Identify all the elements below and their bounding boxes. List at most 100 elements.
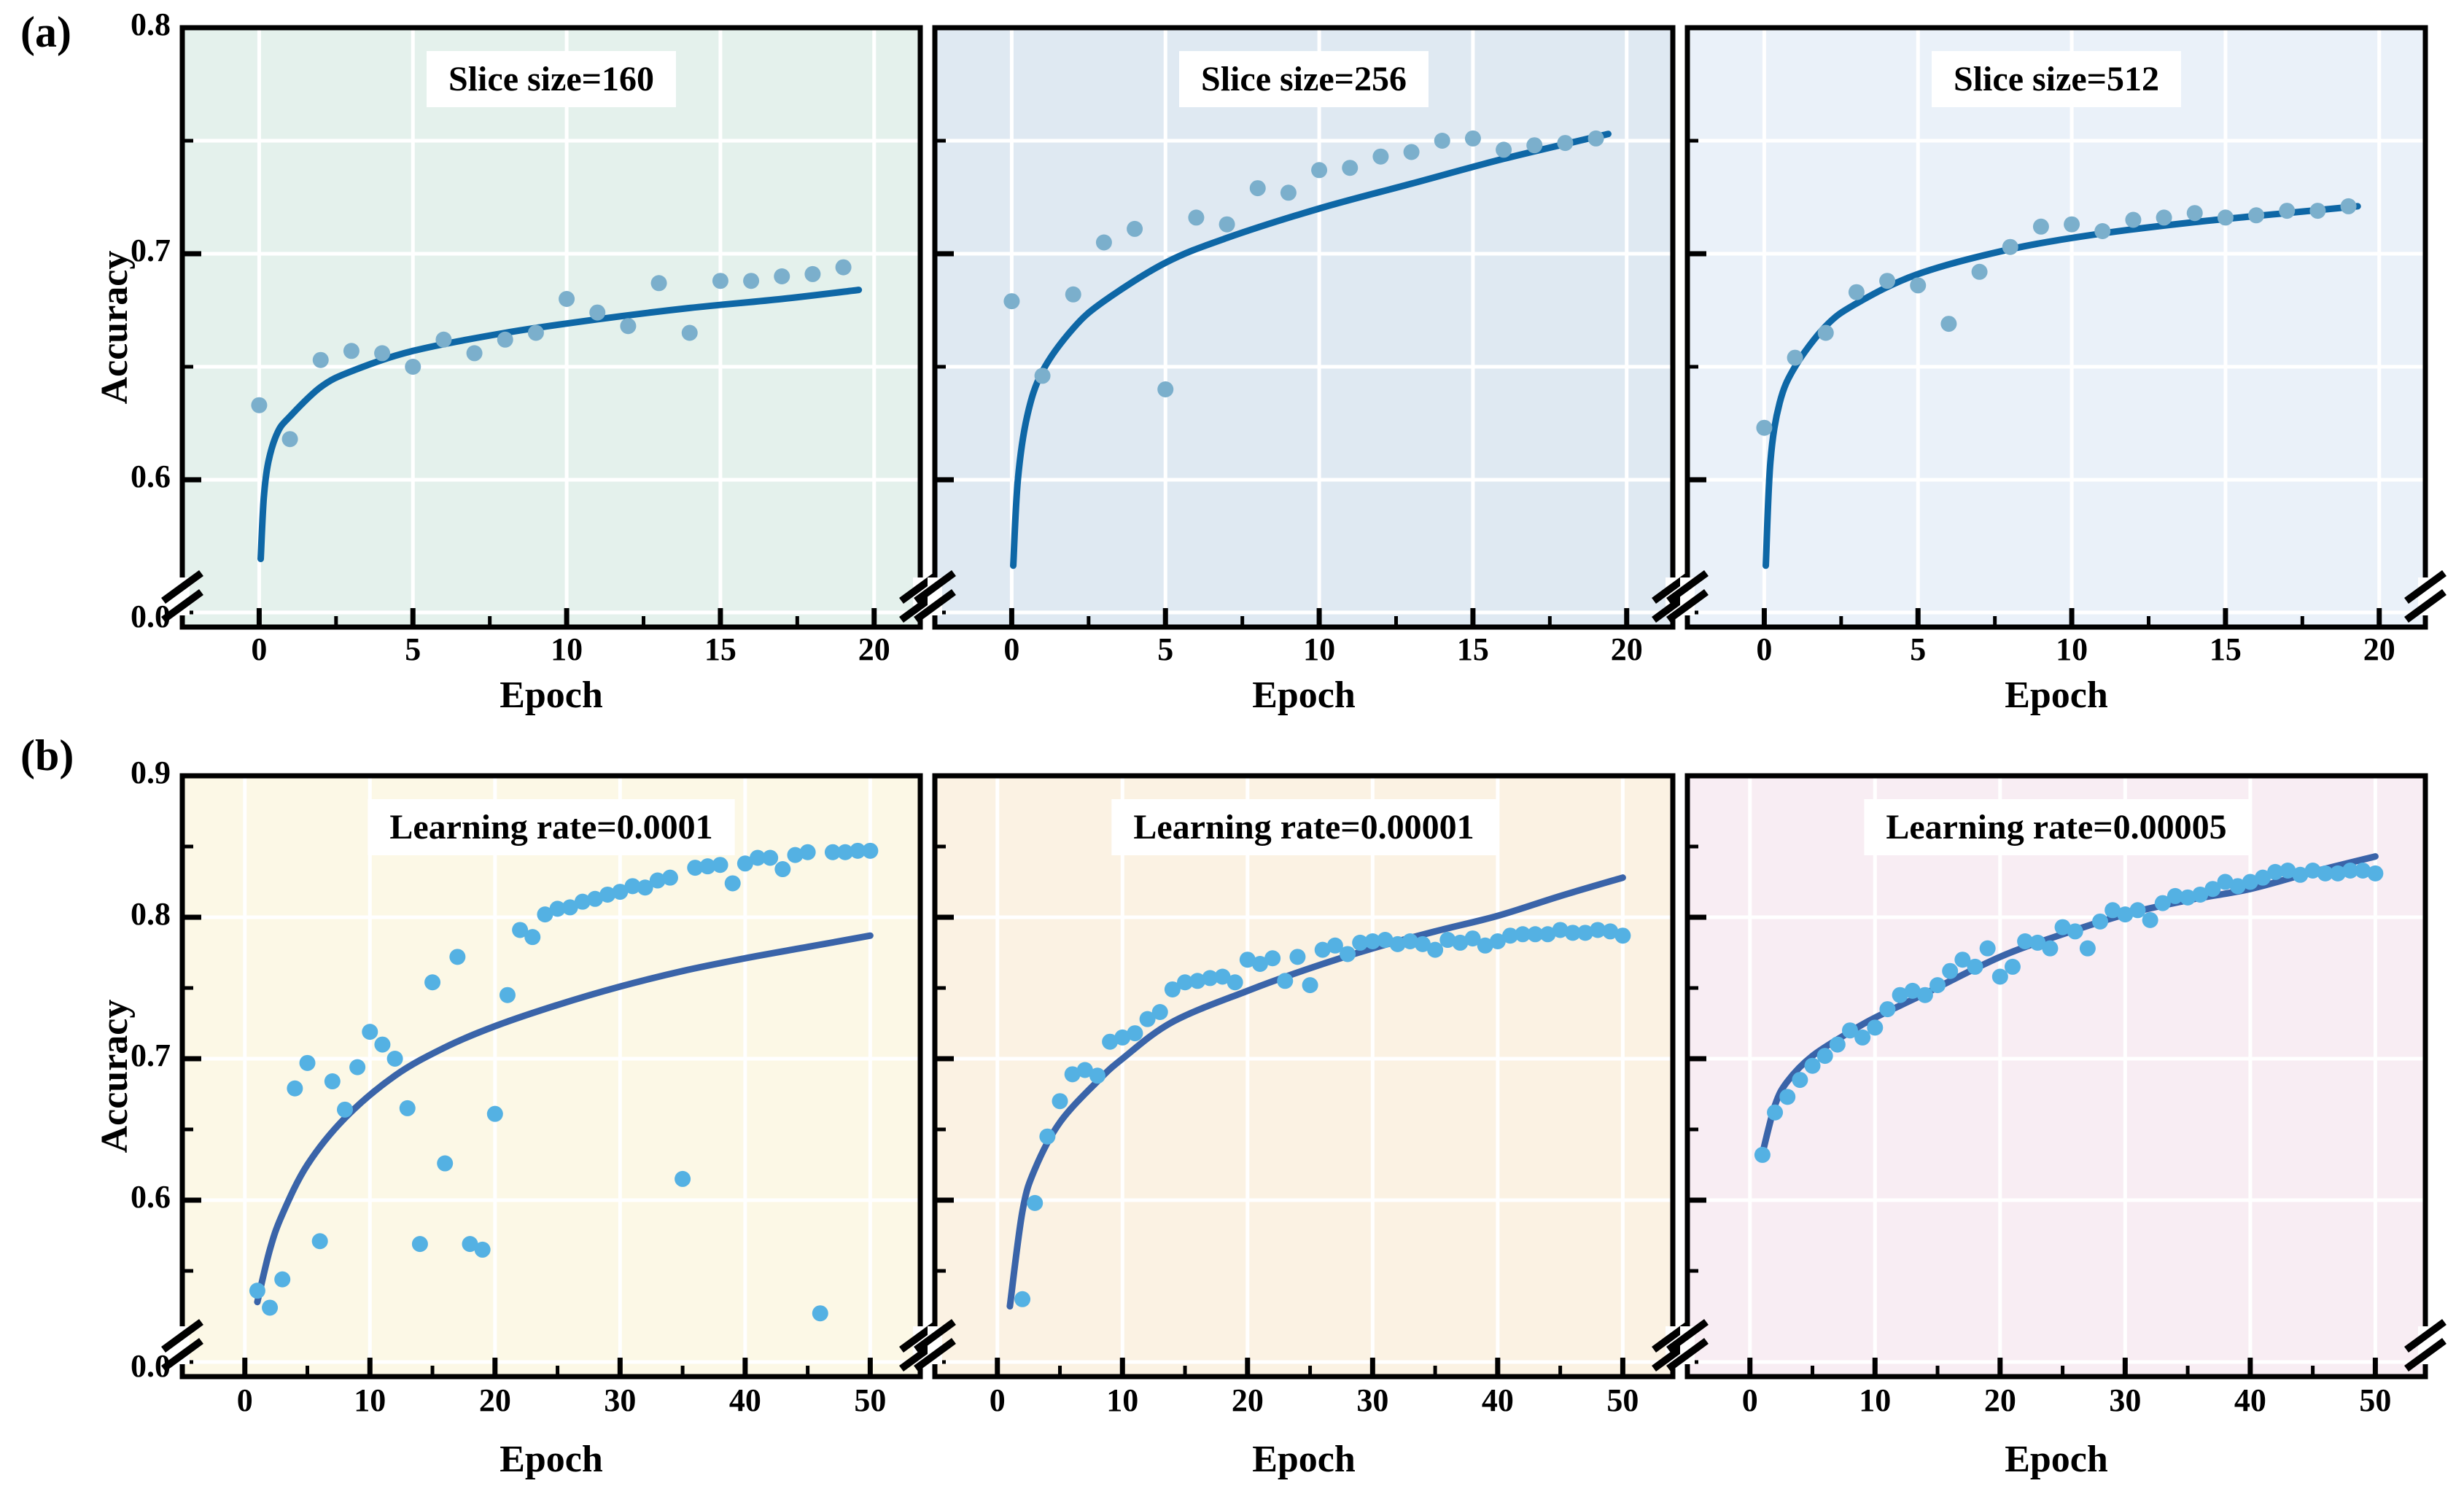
data-point	[812, 1305, 828, 1322]
data-point	[835, 259, 852, 276]
break-slash	[1666, 588, 1709, 623]
data-point	[699, 858, 716, 875]
data-point	[1515, 926, 1531, 943]
data-point	[1027, 1194, 1043, 1211]
y-tick-label: 0.8	[131, 7, 171, 42]
x-axis-label: Epoch	[1252, 674, 1356, 716]
data-point	[2104, 902, 2121, 919]
data-point	[612, 884, 629, 900]
scatter-points	[1014, 922, 1631, 1307]
data-point	[1792, 1072, 1808, 1089]
data-point	[712, 273, 728, 289]
break-slash	[161, 588, 203, 623]
x-axis-label: Epoch	[500, 1439, 603, 1480]
data-point	[1464, 930, 1481, 947]
plot-background	[1687, 28, 2425, 627]
axes-spines	[179, 25, 923, 630]
data-point	[1892, 987, 1908, 1003]
data-point	[1227, 974, 1243, 991]
data-point	[2242, 874, 2258, 890]
data-point	[2017, 933, 2034, 949]
scatter-points	[1756, 198, 2357, 436]
data-point	[2304, 862, 2321, 879]
x-tick-label: 0	[1756, 631, 1772, 667]
scatter-points	[249, 842, 879, 1322]
data-point	[2092, 913, 2109, 930]
row-label: (b)	[20, 731, 74, 779]
data-point	[787, 847, 804, 863]
panel-title: Learning rate=0.00001	[1133, 808, 1474, 847]
x-axis-label: Epoch	[500, 674, 603, 716]
data-point	[1189, 973, 1206, 989]
data-point	[1114, 1029, 1131, 1046]
data-point	[262, 1299, 279, 1316]
data-point	[499, 987, 516, 1003]
data-point	[1756, 419, 1773, 436]
data-point	[435, 331, 452, 348]
data-point	[1854, 1029, 1871, 1046]
data-point	[1539, 926, 1556, 943]
data-point	[1139, 1011, 1156, 1027]
x-tick-label: 20	[1611, 631, 1643, 667]
data-point	[1817, 324, 1834, 341]
data-point	[661, 869, 678, 886]
data-point	[1879, 1001, 1896, 1018]
x-tick-label: 0	[990, 1382, 1006, 1418]
x-tick-label: 0	[1003, 631, 1019, 667]
panel-title-box	[1864, 799, 2249, 856]
data-point	[1910, 277, 1927, 294]
data-point	[2340, 198, 2357, 214]
x-tick-label: 20	[1232, 1382, 1264, 1418]
x-tick-label: 30	[2109, 1382, 2141, 1418]
axes-spines	[1684, 773, 2428, 1380]
data-point	[2154, 895, 2171, 911]
scatter-points	[251, 259, 852, 448]
data-point	[1188, 209, 1205, 226]
data-point	[2292, 866, 2309, 883]
axis-break-icon	[2404, 1318, 2446, 1372]
panel-title: Learning rate=0.0001	[389, 808, 712, 847]
data-point	[2317, 865, 2333, 882]
data-point	[862, 842, 879, 859]
x-tick-label: 50	[1606, 1382, 1639, 1418]
panel-lr-00005: Learning rate=0.00005 0 10 20 30 40 50 Epoch	[1666, 773, 2446, 1480]
data-point	[712, 857, 728, 874]
plot-background	[182, 776, 920, 1377]
data-point	[1264, 950, 1281, 967]
data-point	[587, 890, 604, 907]
axis-ticks	[1687, 773, 2378, 1377]
data-point	[1003, 293, 1020, 310]
data-point	[1991, 968, 2008, 985]
data-point	[1064, 1066, 1081, 1083]
data-point	[1342, 160, 1359, 176]
data-point	[1127, 1025, 1143, 1042]
data-point	[2125, 211, 2142, 228]
x-tick-label: 5	[405, 631, 421, 667]
y-tick-label: 0.7	[131, 1038, 171, 1073]
plot-background	[935, 28, 1673, 627]
data-point	[1464, 130, 1481, 147]
axis-break-icon	[161, 569, 203, 623]
data-point	[624, 878, 641, 895]
data-point	[1929, 977, 1946, 994]
x-tick-label: 40	[1482, 1382, 1514, 1418]
data-point	[2004, 958, 2021, 975]
data-point	[1102, 1033, 1119, 1050]
data-point	[1164, 981, 1181, 997]
x-tick-label: 10	[354, 1382, 386, 1418]
data-point	[462, 1236, 478, 1253]
data-point	[1095, 234, 1112, 251]
fit-curve	[1010, 131, 1612, 569]
data-point	[336, 1101, 353, 1118]
data-point	[1489, 933, 1506, 949]
data-point	[687, 860, 704, 876]
break-slash	[2404, 1318, 2446, 1353]
data-point	[1052, 1093, 1068, 1110]
data-point	[1614, 927, 1631, 944]
data-point	[804, 265, 821, 282]
data-point	[1477, 937, 1493, 954]
break-slash	[2404, 588, 2446, 623]
gridlines	[182, 28, 920, 627]
axis-break-icon	[914, 1318, 956, 1372]
